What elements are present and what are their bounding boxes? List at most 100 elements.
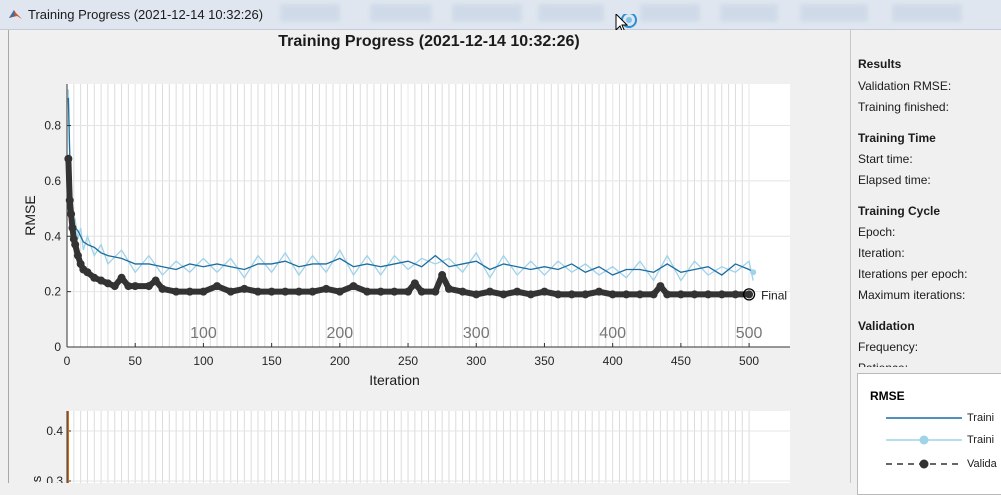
validation-point <box>438 271 447 280</box>
legend-item-training-smooth: Traini <box>967 412 995 424</box>
background-browser-tabs <box>280 4 1000 24</box>
validation-point <box>73 251 82 260</box>
validation-point <box>731 290 740 299</box>
training-time-heading: Training Time <box>858 131 936 145</box>
validation-point <box>567 290 576 299</box>
loss-y-tick-label: 0.3 <box>46 474 63 483</box>
y-tick-label: 0.6 <box>44 174 61 188</box>
x-tick-label: 50 <box>129 354 143 368</box>
legend-marker-validation <box>919 459 929 469</box>
loss-y-tick-label: 0.4 <box>46 424 63 438</box>
validation-point <box>124 282 133 291</box>
validation-point <box>376 287 385 296</box>
validation-point <box>485 287 494 296</box>
rmse-legend: RMSE Traini Traini Valida <box>857 373 1001 495</box>
training-finished-label: Training finished: <box>858 100 949 114</box>
training-progress-plots: Final 100 200 300 400 500 0 50 100 150 200 250 300 35… <box>22 84 790 483</box>
validation-point <box>690 290 699 299</box>
validation-point <box>417 287 426 296</box>
y-tick-label: 0.2 <box>44 285 61 299</box>
window-title: Training Progress (2021-12-14 10:32:26) <box>28 7 264 22</box>
validation-point <box>308 287 317 296</box>
x-tick-label: 500 <box>739 354 759 368</box>
y-tick-label: 0.4 <box>44 229 61 243</box>
epoch-label: Epoch: <box>858 225 896 239</box>
y-tick-label: 0 <box>54 340 61 354</box>
y-tick-label: 0.8 <box>44 119 61 133</box>
validation-point <box>83 268 92 277</box>
validation-point <box>745 290 754 299</box>
validation-point <box>71 240 80 249</box>
validation-point <box>281 287 290 296</box>
validation-point <box>622 290 631 299</box>
final-label: Final <box>761 288 787 302</box>
iteration-label: Iteration: <box>858 246 905 260</box>
validation-point <box>349 282 358 291</box>
validation-point <box>226 287 235 296</box>
validation-point <box>472 290 481 299</box>
validation-point <box>68 223 77 232</box>
validation-point <box>90 273 99 282</box>
training-cycle-heading: Training Cycle <box>858 204 941 218</box>
legend-item-validation: Valida <box>967 458 997 470</box>
validation-point <box>404 287 413 296</box>
validation-point <box>267 287 276 296</box>
x-tick-label: 250 <box>398 354 418 368</box>
validation-point <box>635 290 644 299</box>
results-heading: Results <box>858 57 902 71</box>
validation-point <box>185 287 194 296</box>
legend-marker-training <box>919 435 929 445</box>
epoch-label: 300 <box>463 325 490 342</box>
validation-point <box>131 282 140 291</box>
validation-point <box>390 287 399 296</box>
validation-point <box>172 287 181 296</box>
validation-point <box>513 287 522 296</box>
validation-point <box>110 282 119 291</box>
legend-title: RMSE <box>870 389 905 403</box>
loss-epoch-stripes <box>66 411 750 483</box>
series-training-last-point <box>750 269 757 276</box>
x-axis-label: Iteration <box>369 372 420 388</box>
validation-point <box>458 287 467 296</box>
validation-point <box>676 290 685 299</box>
epoch-label: 200 <box>326 325 353 342</box>
x-tick-label: 100 <box>193 354 213 368</box>
elapsed-time-label: Elapsed time: <box>858 173 931 187</box>
epoch-label: 400 <box>599 325 626 342</box>
validation-point <box>581 290 590 299</box>
validation-point <box>322 284 331 293</box>
x-tick-label: 450 <box>671 354 691 368</box>
x-tick-label: 300 <box>466 354 486 368</box>
validation-point <box>649 290 658 299</box>
validation-point <box>717 290 726 299</box>
epoch-label: 100 <box>190 325 217 342</box>
frequency-label: Frequency: <box>858 340 919 354</box>
validation-point <box>64 154 73 163</box>
x-tick-label: 200 <box>330 354 350 368</box>
legend-swatches <box>886 417 962 469</box>
validation-point <box>199 287 208 296</box>
validation-point <box>431 287 440 296</box>
x-tick-label: 150 <box>262 354 282 368</box>
validation-point <box>67 210 76 219</box>
validation-point <box>540 287 549 296</box>
validation-point <box>499 290 508 299</box>
legend-item-training: Traini <box>967 434 995 446</box>
validation-point <box>117 273 126 282</box>
validation-point <box>656 282 665 291</box>
validation-point <box>240 284 249 293</box>
validation-point <box>410 279 419 288</box>
iterations-per-epoch-label: Iterations per epoch: <box>858 267 968 281</box>
maximum-iterations-label: Maximum iterations: <box>858 288 966 302</box>
validation-point <box>158 284 167 293</box>
validation-point <box>97 276 106 285</box>
x-tick-label: 400 <box>603 354 623 368</box>
validation-point <box>444 284 453 293</box>
matlab-icon <box>9 10 22 19</box>
validation-point <box>103 279 112 288</box>
loss-y-axis-label: s <box>29 475 44 482</box>
x-tick-label: 0 <box>64 354 71 368</box>
epoch-label: 500 <box>736 325 763 342</box>
start-time-label: Start time: <box>858 152 913 166</box>
validation-point <box>151 276 160 285</box>
